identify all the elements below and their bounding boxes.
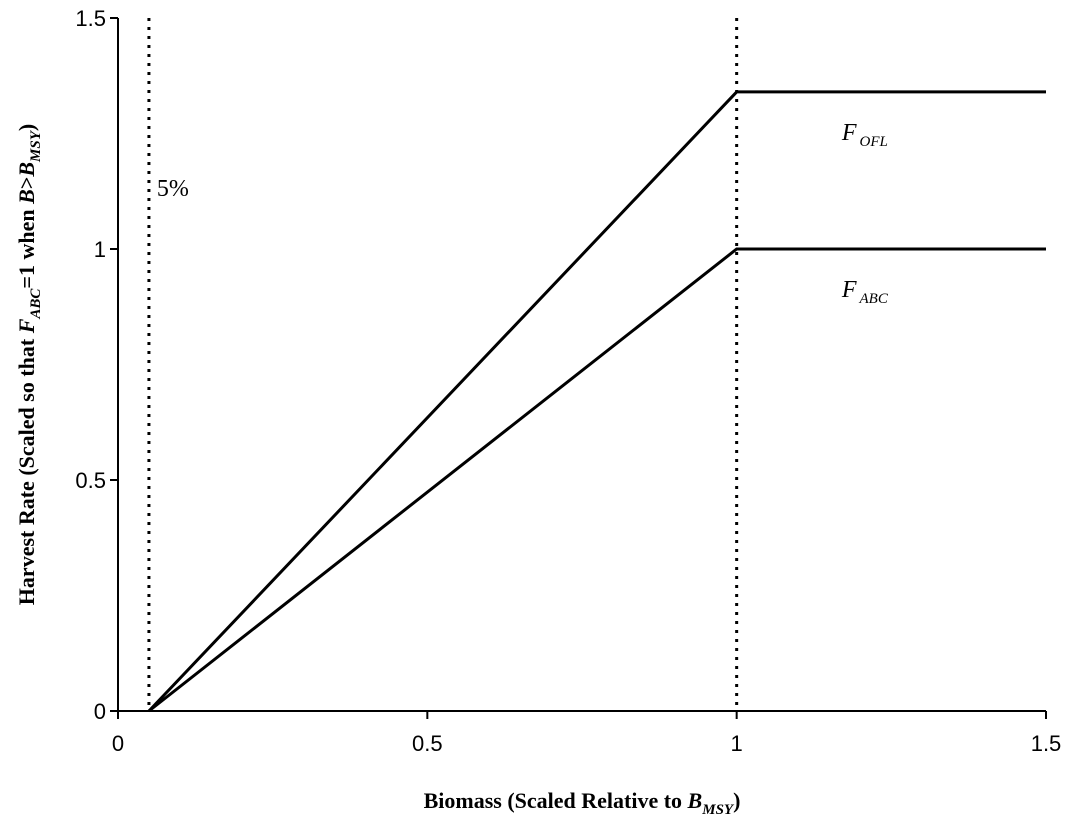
y-tick-label: 0.5: [75, 468, 106, 493]
y-tick-label: 0: [94, 699, 106, 724]
axis-label-part: Biomass (Scaled Relative to: [424, 788, 688, 813]
x-tick-label: 1.5: [1031, 731, 1062, 756]
x-tick-label: 1: [731, 731, 743, 756]
x-tick-label: 0.5: [412, 731, 443, 756]
series-label: F OFL: [841, 120, 888, 150]
annotation: 5%: [157, 176, 189, 202]
axis-label-part: F: [14, 318, 39, 334]
x-axis-label: Biomass (Scaled Relative to BMSY): [424, 788, 741, 818]
series-label-sub: ABC: [859, 291, 889, 307]
series-label-sub: OFL: [860, 134, 888, 150]
axis-label-part: ): [733, 788, 740, 813]
axis-label-part: >: [14, 177, 39, 190]
y-tick-label: 1: [94, 237, 106, 262]
axis-label-part: ): [14, 124, 39, 131]
axis-label-part: B: [687, 788, 703, 813]
y-tick-label: 1.5: [75, 6, 106, 31]
series-line: [148, 247, 1046, 713]
x-tick-label: 0: [112, 731, 124, 756]
axis-label-part: B: [14, 162, 39, 178]
series-label: F ABC: [841, 277, 889, 307]
series-label-main: F: [841, 120, 857, 146]
axis-label-part: B: [14, 189, 39, 205]
y-axis-label: Harvest Rate (Scaled so that FABC=1 when…: [14, 124, 44, 605]
series-line: [147, 90, 1046, 713]
axis-label-part: Harvest Rate (Scaled so that: [14, 333, 39, 605]
axis-label-part: MSY: [28, 129, 44, 163]
series-label-main: F: [841, 277, 857, 303]
axis-label-part: ABC: [28, 288, 44, 320]
axis-label-part: MSY: [701, 802, 735, 818]
axis-label-part: =1 when: [14, 204, 39, 289]
